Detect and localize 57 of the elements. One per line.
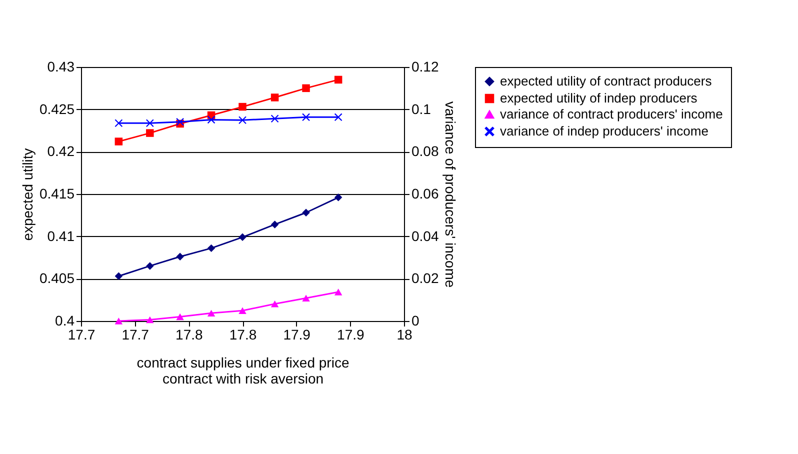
point	[207, 310, 216, 317]
point	[207, 116, 216, 124]
y2-tick-label: 0.08	[412, 143, 439, 160]
y-tick-label: 0.4	[55, 312, 75, 328]
x-tick-label: 17.9	[337, 326, 365, 342]
point	[302, 84, 310, 92]
point	[334, 76, 342, 84]
point	[238, 233, 246, 242]
y2-tick-label: 0.06	[412, 186, 439, 202]
x-tick-label: 18	[396, 326, 412, 342]
x-tick-label: 17.8	[229, 326, 257, 342]
point	[238, 307, 246, 314]
point	[146, 316, 154, 324]
point	[114, 138, 123, 146]
y-axis-title: expected utility	[19, 148, 36, 241]
y2-tick-label: 0.02	[412, 270, 439, 286]
x-tick-label: 17.7	[68, 326, 96, 342]
point	[146, 129, 154, 137]
point	[146, 119, 154, 127]
point	[334, 288, 342, 296]
point	[302, 208, 310, 216]
point	[302, 294, 310, 302]
y-tick-label: 0.42	[47, 143, 75, 160]
y-tick-label: 0.425	[39, 100, 75, 117]
point	[114, 318, 123, 324]
y2-tick-label: 0.12	[412, 58, 439, 74]
point	[146, 262, 154, 270]
legend-label: expected utility of contract producers	[500, 74, 712, 88]
x-tick-label: 17.9	[283, 326, 311, 342]
point	[114, 119, 123, 127]
point	[176, 313, 184, 320]
y-tick-label: 0.41	[47, 228, 75, 244]
y-tick-label: 0.43	[47, 58, 75, 74]
point	[334, 113, 342, 122]
point	[207, 244, 216, 252]
point	[270, 220, 279, 228]
point	[176, 252, 184, 261]
y-tick-label: 0.415	[39, 186, 75, 202]
y-tick-label: 0.405	[39, 270, 75, 286]
point	[238, 116, 246, 124]
point	[270, 114, 279, 123]
y2-tick-label: 0.1	[412, 100, 432, 117]
point	[114, 272, 123, 280]
y2-tick-label: 0.04	[412, 228, 439, 244]
point	[270, 300, 279, 308]
legend-label: variance of contract producers' income	[500, 106, 723, 122]
legend-label: variance of indep producers' income	[500, 124, 708, 138]
x-tick-label: 17.7	[122, 326, 150, 342]
x-axis-title: contract supplies under fixed price contract with risk aversion	[136, 354, 350, 386]
point	[238, 102, 246, 111]
point	[270, 94, 279, 102]
point	[302, 113, 310, 122]
y2-axis-title: variance of producers' income	[442, 101, 459, 288]
legend-label: expected utility of indep producers	[500, 90, 698, 106]
y2-tick-label: 0	[412, 312, 420, 328]
x-tick-label: 17.8	[176, 326, 204, 342]
point	[334, 194, 342, 202]
